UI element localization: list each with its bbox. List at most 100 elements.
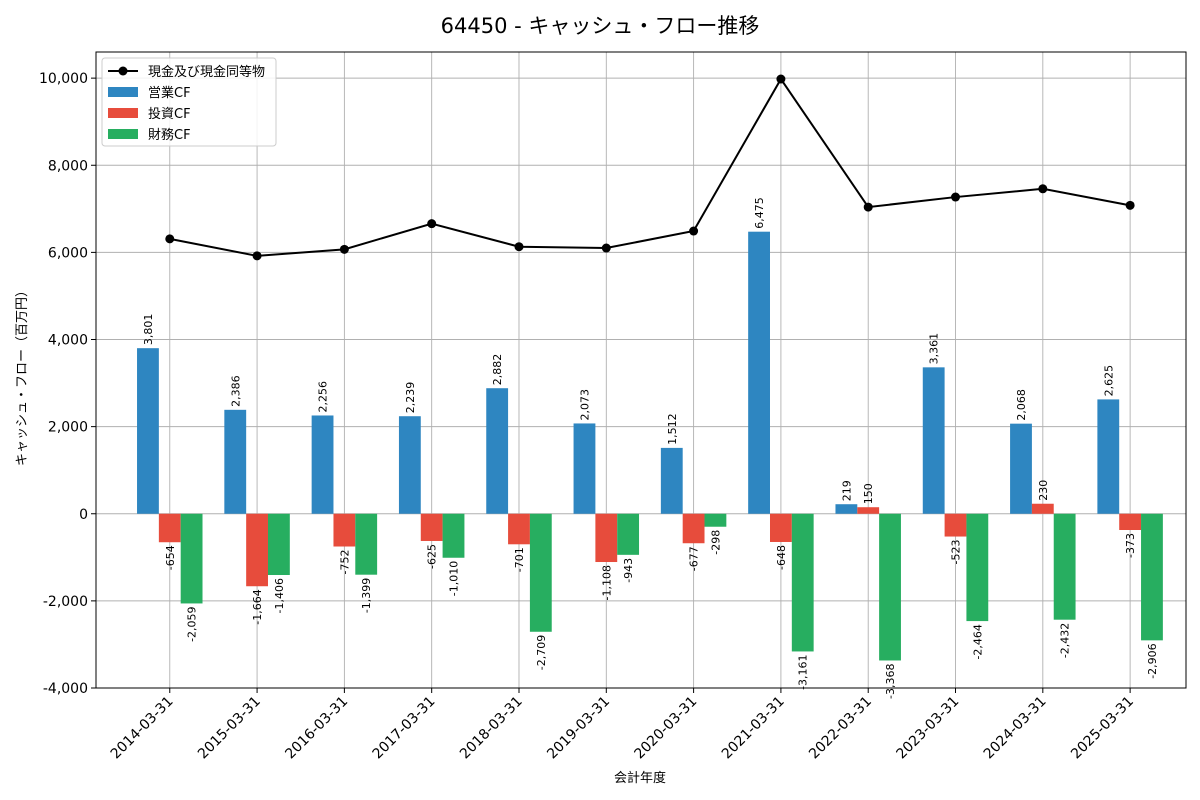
bar: [1097, 399, 1120, 514]
y-tick-label: -4,000: [43, 681, 88, 697]
bar: [682, 513, 705, 544]
legend-swatch: [108, 129, 138, 139]
bar-value-label: 3,361: [928, 333, 941, 365]
bar: [617, 513, 640, 555]
x-tick-label: 2017-03-31: [370, 694, 439, 763]
bar-value-label: 2,882: [491, 354, 504, 386]
bar-value-label: -1,399: [360, 578, 373, 613]
bar-value-label: 6,475: [753, 197, 766, 229]
bar-value-label: 2,625: [1102, 365, 1115, 397]
bar-value-label: 2,386: [229, 375, 242, 407]
bar-value-label: -2,464: [971, 624, 984, 659]
x-tick-label: 2023-03-31: [893, 694, 962, 763]
x-tick-label: 2016-03-31: [282, 694, 351, 763]
bar: [1031, 503, 1054, 514]
bar: [857, 507, 880, 514]
bar-value-label: -1,406: [273, 578, 286, 613]
cash-point: [1038, 184, 1048, 194]
y-tick-label: 6,000: [48, 245, 88, 261]
bar: [769, 513, 792, 542]
x-tick-label: 2015-03-31: [195, 694, 264, 763]
bar-value-label: -654: [164, 545, 177, 570]
bar-value-label: -701: [513, 547, 526, 572]
legend-swatch: [108, 87, 138, 97]
line-layer: [165, 74, 1135, 261]
bar-value-label: -943: [622, 558, 635, 583]
bar: [791, 513, 814, 652]
cash-point: [689, 226, 699, 236]
bar: [246, 513, 268, 587]
bar: [1053, 513, 1076, 620]
x-tick-label: 2019-03-31: [544, 694, 613, 763]
bar: [704, 513, 727, 527]
grid-layer: [96, 52, 1186, 689]
bar-value-label: 1,512: [666, 413, 679, 445]
bar: [224, 409, 247, 514]
bar-value-label: -677: [688, 546, 701, 571]
bar-value-label: -1,108: [600, 565, 613, 600]
bar-value-label: -625: [426, 544, 439, 569]
bar: [137, 348, 159, 514]
cash-point: [427, 219, 437, 229]
x-tick-label: 2020-03-31: [632, 694, 701, 763]
y-axis: -4,000 -2,000 0 2,000 4,000 6,000 8,000 10,000: [39, 71, 96, 697]
bar-value-label: -1,664: [251, 589, 264, 624]
bar-value-label: 230: [1037, 480, 1050, 501]
bar-value-label: 150: [862, 483, 875, 504]
legend-label: 投資CF: [148, 106, 191, 122]
y-tick-label: 2,000: [48, 420, 88, 436]
bar-value-label: -2,709: [535, 635, 548, 670]
legend-label: 財務CF: [148, 128, 191, 143]
bar-value-label: 2,073: [578, 389, 591, 421]
bar: [420, 513, 443, 541]
x-tick-label: 2024-03-31: [981, 694, 1050, 763]
bar: [529, 513, 552, 632]
bar: [355, 513, 378, 575]
cash-point: [165, 234, 175, 244]
bar: [879, 513, 901, 661]
bar: [922, 367, 945, 514]
bar-value-label: -373: [1124, 533, 1137, 558]
bar-value-label: 3,801: [142, 314, 155, 346]
cash-point: [1125, 200, 1135, 210]
bar: [573, 423, 596, 514]
bar: [486, 388, 509, 514]
bar: [1141, 513, 1163, 641]
x-tick-label: 2022-03-31: [806, 694, 875, 763]
cash-point: [951, 192, 961, 202]
bar-value-label: 2,239: [404, 382, 417, 414]
x-axis-label: 会計年度: [614, 770, 666, 786]
bar: [1010, 423, 1032, 514]
y-axis-label: キャッシュ・フロー（百万円）: [15, 284, 30, 466]
x-axis: 2014-03-31 2015-03-31 2016-03-31 2017-03-31…: [108, 688, 1137, 762]
bar: [595, 513, 618, 563]
bar-value-label: -2,906: [1146, 643, 1159, 678]
bar: [966, 513, 989, 622]
bar: [944, 513, 967, 537]
bar-value-label: -3,368: [884, 663, 897, 698]
cash-point: [514, 242, 524, 252]
y-tick-label: -2,000: [43, 594, 88, 610]
bar: [180, 513, 203, 604]
cash-point: [252, 251, 262, 261]
bar-value-label: -523: [950, 540, 963, 565]
bar: [311, 415, 334, 514]
x-tick-label: 2014-03-31: [108, 694, 177, 763]
cash-point: [601, 243, 611, 253]
y-tick-label: 10,000: [39, 71, 88, 87]
bar-value-label: 2,256: [317, 381, 330, 413]
plot-frame: [95, 51, 1187, 689]
x-tick-label: 2025-03-31: [1068, 694, 1137, 763]
cash-line: [169, 77, 1131, 257]
cash-point: [339, 244, 349, 254]
bar: [333, 513, 356, 547]
bar-value-label: -648: [775, 545, 788, 570]
bar-value-label: -3,161: [797, 654, 810, 689]
bar-labels-layer: 3,801 2,386 2,256 2,239 2,882 2,073 1,512 6,475…: [142, 197, 1159, 699]
bar: [158, 513, 181, 543]
x-tick-label: 2021-03-31: [719, 694, 788, 763]
cash-point: [863, 202, 873, 212]
bar-value-label: -2,059: [186, 606, 199, 641]
bar: [508, 513, 530, 545]
